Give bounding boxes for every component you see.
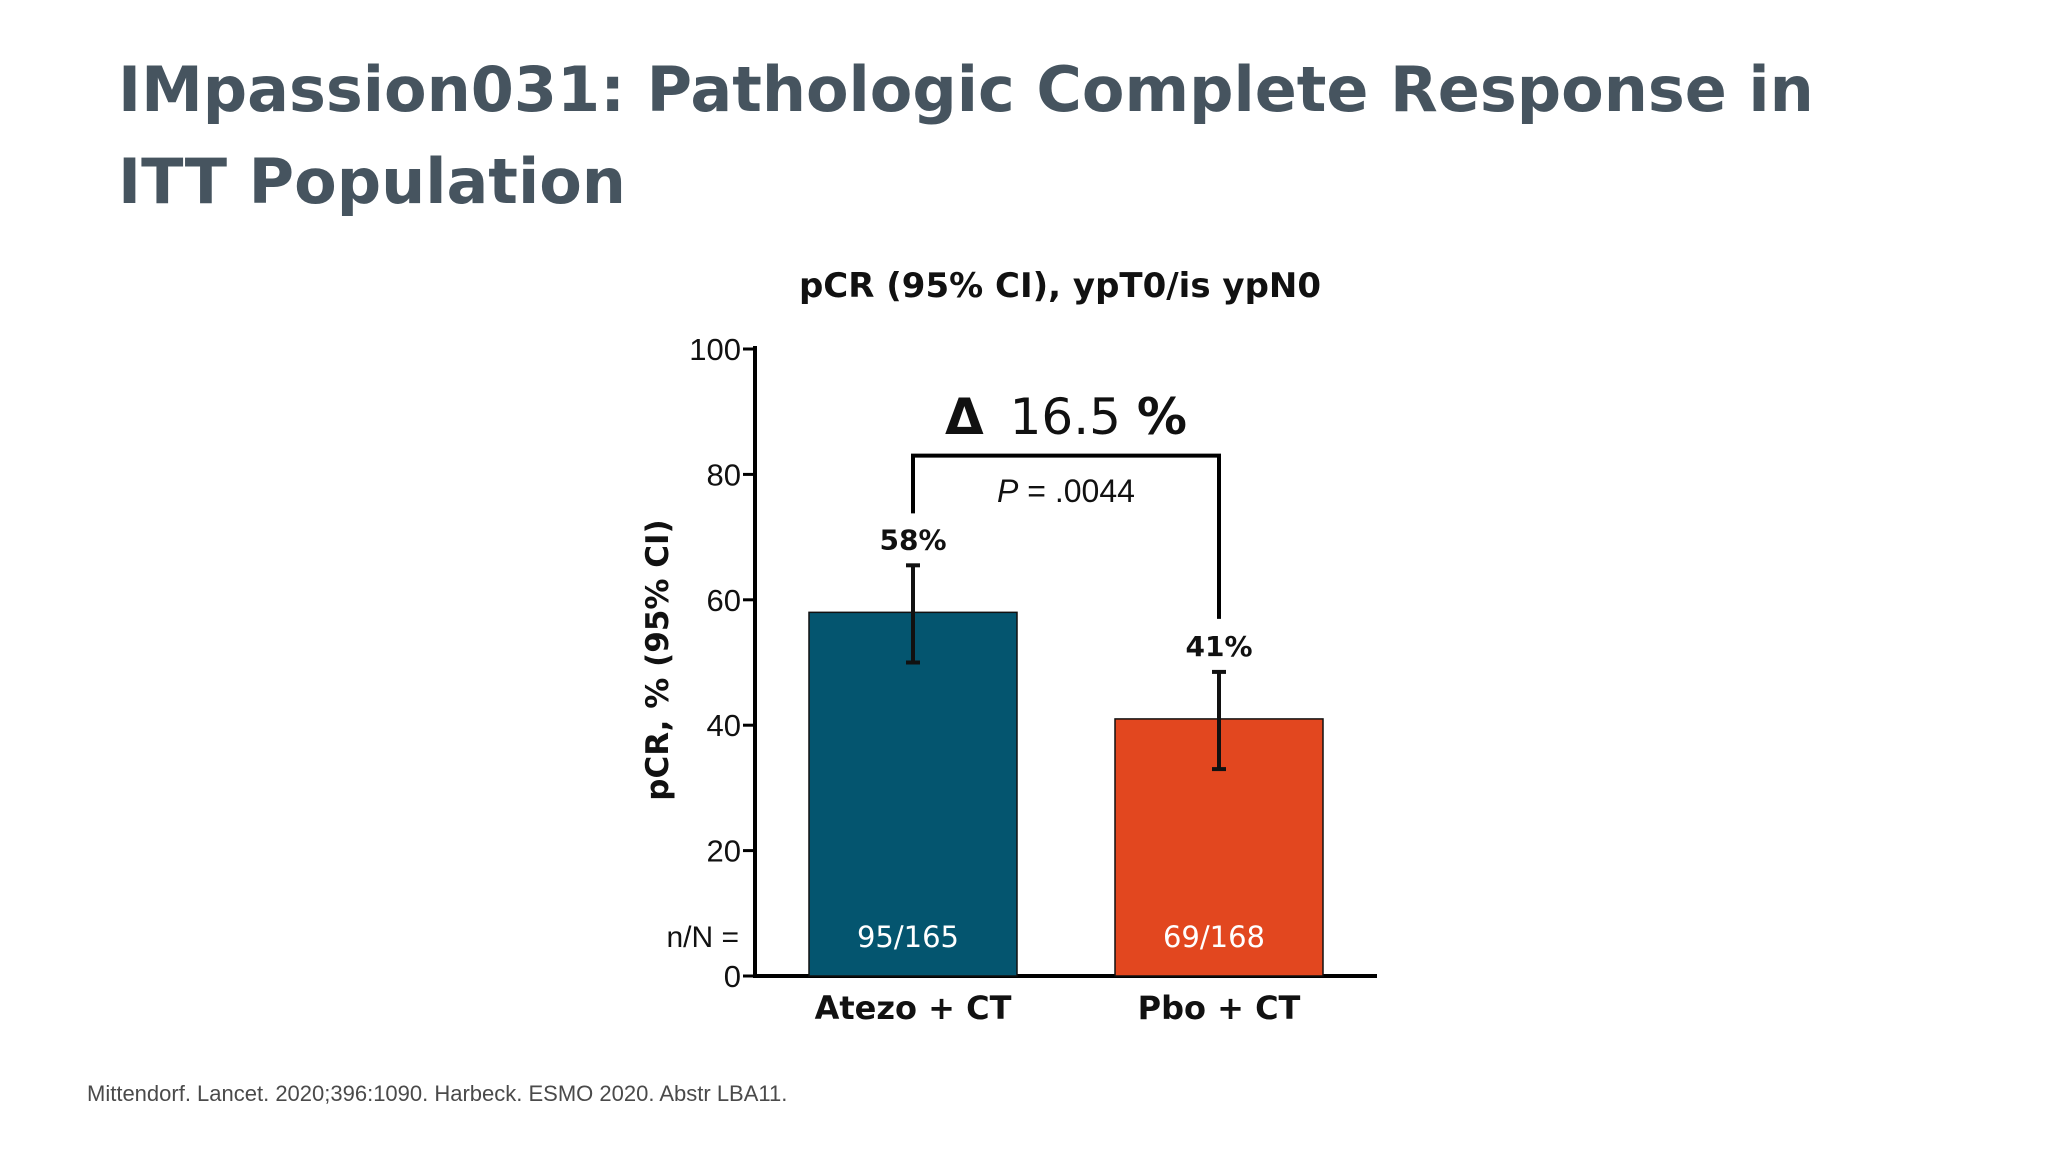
x-tick-label: Atezo + CT: [815, 989, 1012, 1027]
delta-value: 16.5: [1010, 388, 1121, 446]
chart-title: pCR (95% CI), ypT0/is ypN0: [799, 266, 1321, 306]
citation-footnote: Mittendorf. Lancet. 2020;396:1090. Harbe…: [87, 1081, 788, 1106]
y-tick-label: 40: [707, 708, 741, 743]
y-tick-label: 60: [707, 583, 741, 618]
value-label: 41%: [1185, 630, 1252, 663]
comparison-bracket: [911, 453, 1221, 619]
delta-symbol: Δ: [945, 388, 984, 446]
p-symbol: P: [997, 473, 1019, 509]
y-tick-label: 80: [707, 457, 741, 492]
n-over-n-value: 95/165: [857, 920, 959, 954]
slide-title: IMpassion031: Pathologic Complete Respon…: [118, 53, 1814, 218]
y-axis-label: pCR, % (95% CI): [640, 519, 676, 800]
value-label: 58%: [879, 523, 946, 556]
n-over-n-label: n/N =: [666, 921, 739, 954]
y-tick-label: 0: [724, 959, 741, 994]
p-value-annotation: P = .0044: [997, 473, 1135, 509]
delta-unit: %: [1137, 388, 1187, 446]
delta-annotation: Δ 16.5 %: [945, 388, 1187, 446]
bar: [808, 611, 1018, 977]
y-tick-label: 100: [689, 332, 741, 367]
p-value: = .0044: [1027, 473, 1135, 509]
n-over-n-value: 69/168: [1163, 920, 1265, 954]
y-tick-label: 20: [707, 834, 741, 869]
x-tick-label: Pbo + CT: [1138, 989, 1301, 1027]
